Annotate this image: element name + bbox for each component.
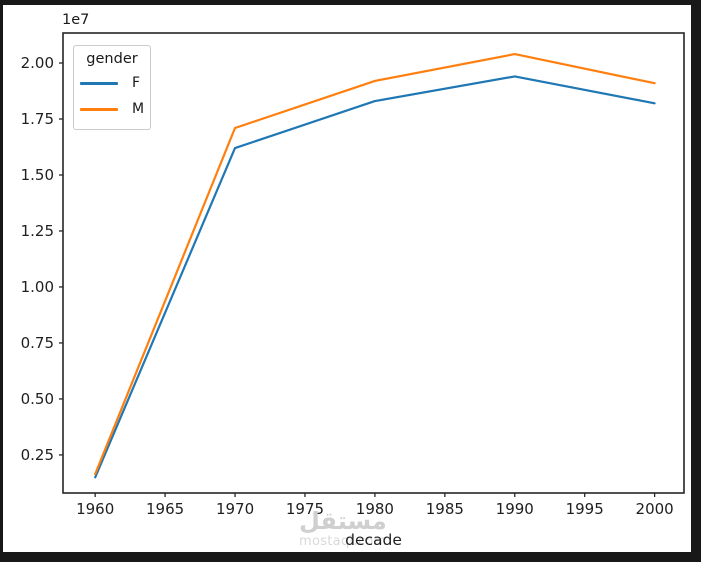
y-tick-label: 0.25	[21, 446, 54, 464]
legend-item-F: F	[74, 70, 150, 96]
y-tick-label: 1.25	[21, 222, 54, 240]
legend-item-M: M	[74, 96, 150, 122]
x-tick-label: 1990	[496, 500, 534, 518]
legend-swatch-F	[80, 81, 118, 85]
x-tick-label: 1975	[286, 500, 324, 518]
legend-title: gender	[86, 51, 138, 67]
axes-spine	[62, 32, 685, 494]
legend-label-F: F	[132, 75, 141, 91]
watermark: مستقل mostaql.com	[299, 507, 387, 550]
plot-area: 1960 1965 1970 1975 1980 1985 1990 1995 2000 0.25…	[21, 32, 685, 518]
y-tick-label: 0.75	[21, 334, 54, 352]
y-tick-label: 1.75	[21, 110, 54, 128]
matplotlib-figure: 1960 1965 1970 1975 1980 1985 1990 1995 2000 0.25…	[3, 5, 691, 552]
y-axis-offset-label: 1e7	[62, 12, 90, 28]
y-tick-label: 1.00	[21, 278, 54, 296]
x-tick-label: 1985	[426, 500, 464, 518]
watermark-latin-text: mostaql.com	[299, 534, 387, 550]
x-tick-label: 1980	[356, 500, 394, 518]
x-tick-label: 1960	[76, 500, 114, 518]
y-tick-label: 2.00	[21, 54, 54, 72]
x-tick-label: 1970	[216, 500, 254, 518]
x-tick-label: 2000	[636, 500, 674, 518]
legend-swatch-M	[80, 107, 118, 111]
x-tick-label: 1995	[566, 500, 604, 518]
x-axis-label: decade	[345, 531, 402, 549]
x-tick-label: 1965	[146, 500, 184, 518]
series-line-F	[94, 75, 656, 479]
series-line-M	[94, 52, 656, 476]
y-tick-label: 0.50	[21, 390, 54, 408]
y-tick-label: 1.50	[21, 166, 54, 184]
watermark-arabic-text: مستقل	[299, 507, 387, 535]
legend-label-M: M	[132, 101, 145, 117]
